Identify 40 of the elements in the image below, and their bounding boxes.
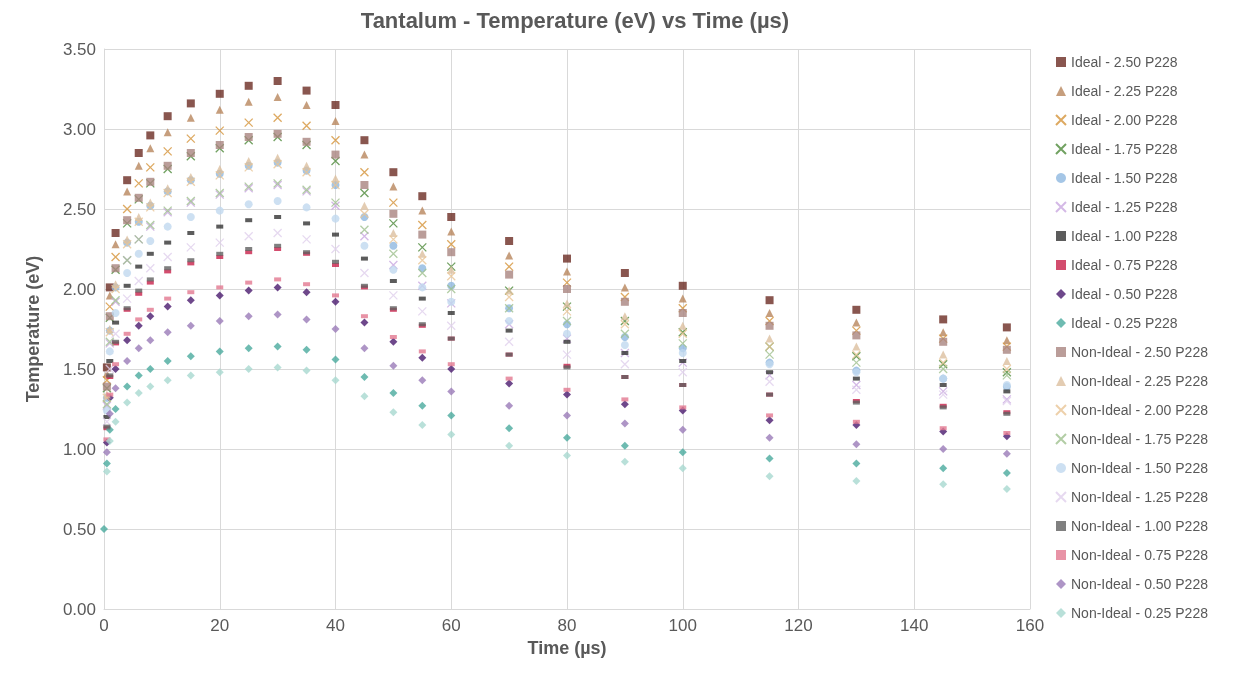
x-tick-label: 160 bbox=[1015, 616, 1045, 635]
legend-label: Non-Ideal - 2.00 P228 bbox=[1071, 402, 1209, 418]
x-tick-label: 60 bbox=[441, 616, 461, 635]
y-axis-title: Temperature (eV) bbox=[23, 255, 43, 403]
legend-label: Non-Ideal - 0.75 P228 bbox=[1071, 547, 1209, 563]
y-tick-label: 0.50 bbox=[62, 519, 96, 539]
x-tick-label: 140 bbox=[900, 616, 929, 635]
legend-label: Non-Ideal - 1.00 P228 bbox=[1071, 518, 1209, 534]
y-tick-label: 3.50 bbox=[62, 39, 96, 59]
legend-label: Non-Ideal - 1.75 P228 bbox=[1071, 431, 1209, 447]
x-tick-label: 100 bbox=[668, 616, 697, 635]
legend-label: Non-Ideal - 0.25 P228 bbox=[1071, 605, 1209, 621]
legend-label: Ideal - 1.25 P228 bbox=[1071, 199, 1178, 215]
legend-label: Ideal - 2.25 P228 bbox=[1071, 83, 1178, 99]
legend-label: Non-Ideal - 2.25 P228 bbox=[1071, 373, 1209, 389]
legend-label: Ideal - 2.50 P228 bbox=[1071, 54, 1178, 70]
x-tick-label: 20 bbox=[210, 616, 230, 635]
x-tick-label: 0 bbox=[99, 616, 109, 635]
x-tick-label: 120 bbox=[784, 616, 813, 635]
y-tick-label: 3.00 bbox=[62, 119, 96, 139]
legend-label: Non-Ideal - 0.50 P228 bbox=[1071, 576, 1209, 592]
legend-label: Ideal - 0.75 P228 bbox=[1071, 257, 1178, 273]
legend-label: Ideal - 0.50 P228 bbox=[1071, 286, 1178, 302]
x-axis-title: Time (µs) bbox=[527, 638, 607, 658]
legend-label: Ideal - 2.00 P228 bbox=[1071, 112, 1178, 128]
y-tick-label: 1.00 bbox=[62, 439, 96, 459]
legend-label: Ideal - 0.25 P228 bbox=[1071, 315, 1178, 331]
chart-title: Tantalum - Temperature (eV) vs Time (µs) bbox=[360, 7, 790, 33]
y-tick-label: 1.50 bbox=[62, 359, 96, 379]
x-tick-label: 80 bbox=[557, 616, 577, 635]
legend-label: Ideal - 1.00 P228 bbox=[1071, 228, 1178, 244]
y-tick-label: 2.00 bbox=[62, 279, 96, 299]
y-tick-label: 2.50 bbox=[62, 199, 96, 219]
x-tick-label: 40 bbox=[326, 616, 345, 635]
legend-label: Ideal - 1.75 P228 bbox=[1071, 141, 1178, 157]
legend-label: Non-Ideal - 1.25 P228 bbox=[1071, 489, 1209, 505]
legend-label: Non-Ideal - 1.50 P228 bbox=[1071, 460, 1209, 476]
legend-label: Ideal - 1.50 P228 bbox=[1071, 170, 1178, 186]
y-tick-label: 0.00 bbox=[62, 599, 96, 619]
legend-label: Non-Ideal - 2.50 P228 bbox=[1071, 344, 1209, 360]
